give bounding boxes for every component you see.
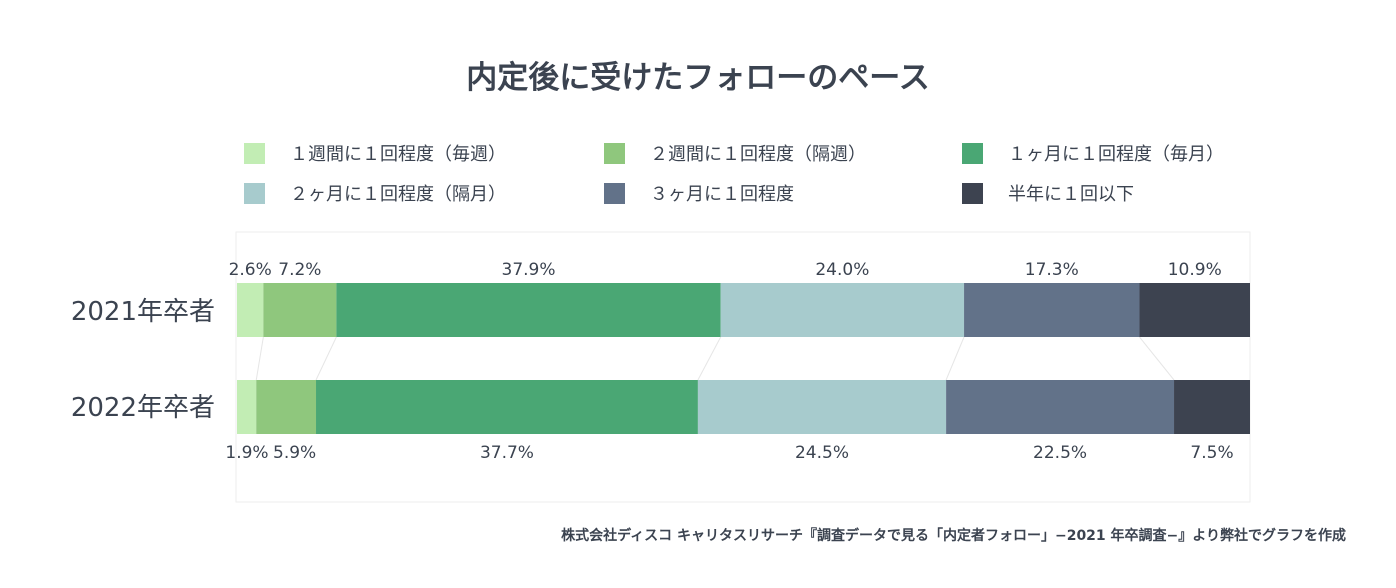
legend-label-1: １週間に１回程度（毎週）	[290, 144, 506, 165]
data-label-2-4: 24.5%	[795, 443, 849, 463]
legend-label-3: １ヶ月に１回程度（毎月）	[1008, 144, 1224, 165]
legend: １週間に１回程度（毎週） ２週間に１回程度（隔週） １ヶ月に１回程度（毎月） ２ヶ月に…	[244, 143, 1224, 205]
legend-swatch-4	[244, 183, 265, 204]
connector-line	[255, 336, 264, 381]
legend-label-5: ３ヶ月に１回程度	[650, 184, 794, 205]
data-label-2-5: 22.5%	[1033, 443, 1087, 463]
legend-label-2: ２週間に１回程度（隔週）	[650, 144, 866, 165]
data-label-2-2: 5.9%	[273, 443, 316, 463]
bar-segment-1-4	[720, 283, 965, 337]
legend-swatch-3	[962, 143, 983, 164]
category-label-1: 2021年卒者	[71, 297, 215, 327]
legend-label-4: ２ヶ月に１回程度（隔月）	[290, 184, 506, 205]
data-label-1-6: 10.9%	[1168, 260, 1222, 280]
data-label-1-2: 7.2%	[278, 260, 321, 280]
connector-line	[315, 336, 337, 381]
bar-segment-2-6	[1174, 380, 1250, 434]
data-label-1-1: 2.6%	[229, 260, 272, 280]
bar-segment-1-2	[263, 283, 337, 337]
plot-frame	[235, 231, 1251, 503]
source-note: 株式会社ディスコ キャリタスリサーチ『調査データで見る「内定者フォロー」−202…	[561, 527, 1346, 544]
connector-line	[1139, 336, 1175, 381]
bar-segment-2-2	[256, 380, 317, 434]
bar-segment-1-5	[964, 283, 1140, 337]
bar-segment-2-5	[946, 380, 1175, 434]
data-label-1-3: 37.9%	[502, 260, 556, 280]
data-label-2-1: 1.9%	[225, 443, 268, 463]
bar-segment-2-3	[316, 380, 698, 434]
connector-lines	[255, 336, 1175, 381]
category-label-2: 2022年卒者	[71, 393, 215, 423]
legend-swatch-1	[244, 143, 265, 164]
bar-segment-1-3	[336, 283, 721, 337]
data-label-1-5: 17.3%	[1025, 260, 1079, 280]
bar-segment-2-1	[237, 380, 257, 434]
bar-segment-2-4	[697, 380, 947, 434]
legend-label-6: 半年に１回以下	[1008, 184, 1134, 205]
connector-line	[697, 336, 722, 381]
legend-swatch-5	[604, 183, 625, 204]
bar-segment-1-6	[1139, 283, 1250, 337]
chart-title: 内定後に受けたフォローのペース	[466, 60, 929, 96]
legend-swatch-6	[962, 183, 983, 204]
bar-segment-1-1	[237, 283, 264, 337]
legend-swatch-2	[604, 143, 625, 164]
data-label-2-3: 37.7%	[480, 443, 534, 463]
category-labels: 2021年卒者 2022年卒者	[71, 297, 215, 423]
data-label-1-4: 24.0%	[815, 260, 869, 280]
connector-line	[945, 336, 965, 381]
data-label-2-6: 7.5%	[1190, 443, 1233, 463]
data-labels: 2.6% 7.2% 37.9% 24.0% 17.3% 10.9% 1.9% 5.9% 37.7…	[225, 260, 1233, 463]
bars	[237, 283, 1250, 434]
